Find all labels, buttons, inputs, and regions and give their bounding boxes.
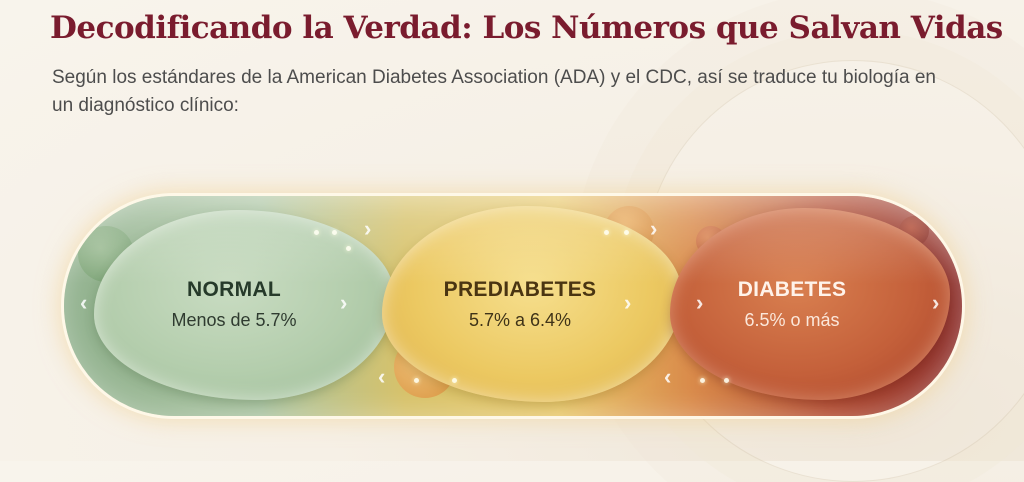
sparkle-dot bbox=[414, 378, 419, 383]
sparkle-dot bbox=[332, 230, 337, 235]
segment-normal-value: Menos de 5.7% bbox=[171, 310, 297, 330]
sparkle-dot bbox=[724, 378, 729, 383]
segment-diabetes: DIABETES 6.5% o más bbox=[692, 278, 892, 331]
page-subtitle: Según los estándares de la American Diab… bbox=[52, 67, 936, 116]
segment-prediabetes-value: 5.7% a 6.4% bbox=[468, 310, 572, 330]
sparkle-dot bbox=[604, 230, 609, 235]
segment-normal-shape bbox=[94, 210, 394, 400]
sparkle-dot bbox=[452, 378, 457, 383]
chevron-right-icon: › bbox=[696, 290, 704, 315]
segment-prediabetes: PREDIABETES 5.7% a 6.4% bbox=[420, 278, 620, 331]
segment-normal: NORMAL Menos de 5.7% bbox=[134, 278, 334, 331]
sparkle-dot bbox=[346, 246, 351, 251]
chevron-left-icon: ‹ bbox=[664, 364, 672, 389]
segment-prediabetes-title: PREDIABETES bbox=[443, 278, 597, 301]
segment-diabetes-shape bbox=[670, 208, 950, 400]
chevron-right-icon: › bbox=[340, 290, 348, 315]
chevron-right-icon: › bbox=[364, 216, 372, 241]
sparkle-dot bbox=[624, 230, 629, 235]
chevron-left-icon: ‹ bbox=[80, 290, 88, 315]
segment-diabetes-value: 6.5% o más bbox=[744, 310, 840, 330]
chevron-right-icon: › bbox=[624, 290, 632, 315]
diagnosis-scale: ‹ › › ‹ › › › ‹ › NORMAL Menos de 5.7% P… bbox=[64, 196, 962, 416]
sparkle-dot bbox=[314, 230, 319, 235]
segment-normal-title: NORMAL bbox=[187, 278, 281, 301]
chevron-right-icon: › bbox=[932, 290, 940, 315]
page-title: Decodificando la Verdad: Los Números que… bbox=[50, 10, 1003, 46]
segment-diabetes-title: DIABETES bbox=[737, 278, 847, 301]
sparkle-dot bbox=[700, 378, 705, 383]
segment-prediabetes-shape bbox=[382, 206, 682, 402]
chevron-left-icon: ‹ bbox=[378, 364, 386, 389]
chevron-right-icon: › bbox=[650, 216, 658, 241]
